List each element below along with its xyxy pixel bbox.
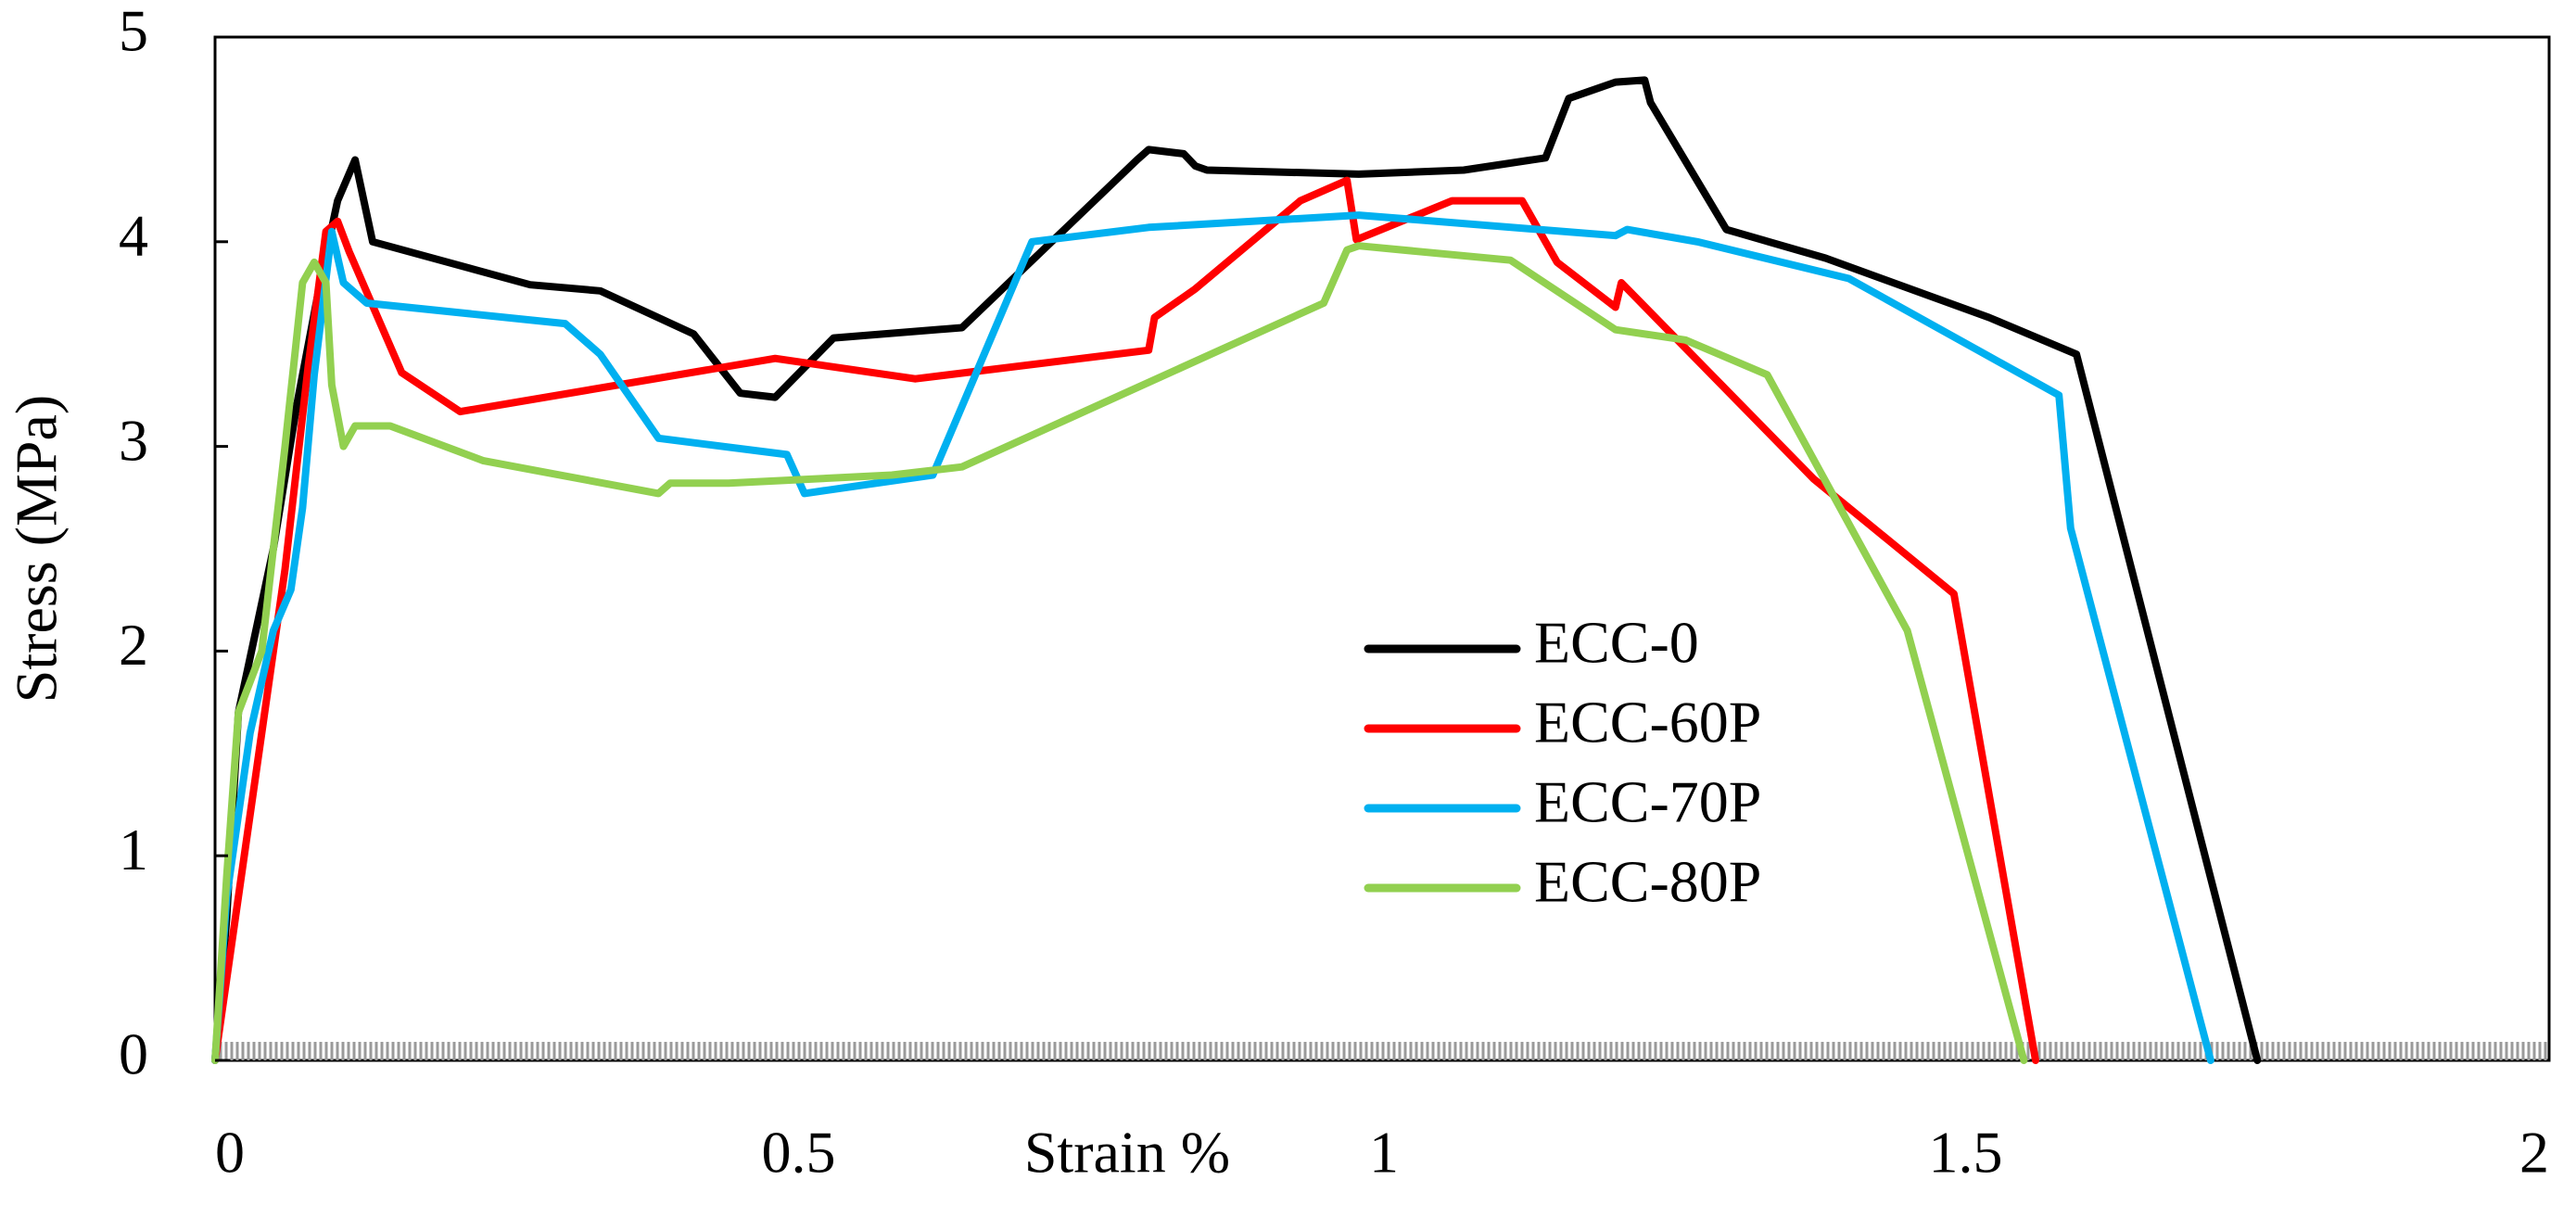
- x-tick-label: 1: [1369, 1120, 1399, 1186]
- y-tick-label: 5: [119, 0, 148, 64]
- y-tick-label: 3: [119, 407, 148, 473]
- zero-baseline-hatch: [213, 1042, 2547, 1060]
- x-tick-label: 0: [215, 1120, 245, 1186]
- series-line-ecc-80p: [211, 242, 2028, 1064]
- legend-label: ECC-80P: [1534, 849, 1761, 915]
- y-tick-label: 1: [119, 817, 148, 882]
- x-tick-label: 2: [2519, 1120, 2549, 1186]
- x-tick-label: 1.5: [1929, 1120, 2003, 1186]
- y-axis-title: Stress (MPa): [4, 395, 70, 703]
- series-line-ecc-70p: [211, 211, 2214, 1064]
- x-axis-title: Strain %: [1024, 1120, 1230, 1186]
- series-layer: [211, 76, 2262, 1064]
- y-tick-label: 4: [119, 202, 148, 268]
- series-line-ecc-60p: [211, 176, 2039, 1064]
- legend: ECC-0 ECC-60P ECC-70P ECC-80P: [1364, 610, 1761, 915]
- y-tick-label: 0: [119, 1021, 148, 1087]
- y-axis-ticks: 0 1 2 3 4 5: [119, 0, 228, 1087]
- plot-area: [213, 35, 2551, 1062]
- x-tick-label: 0.5: [762, 1120, 836, 1186]
- legend-label: ECC-70P: [1534, 769, 1761, 835]
- x-axis-ticks: 0 0.5 1 1.5 2: [215, 1120, 2549, 1186]
- y-tick-label: 2: [119, 612, 148, 678]
- legend-label: ECC-60P: [1534, 690, 1761, 755]
- legend-label: ECC-0: [1534, 610, 1699, 676]
